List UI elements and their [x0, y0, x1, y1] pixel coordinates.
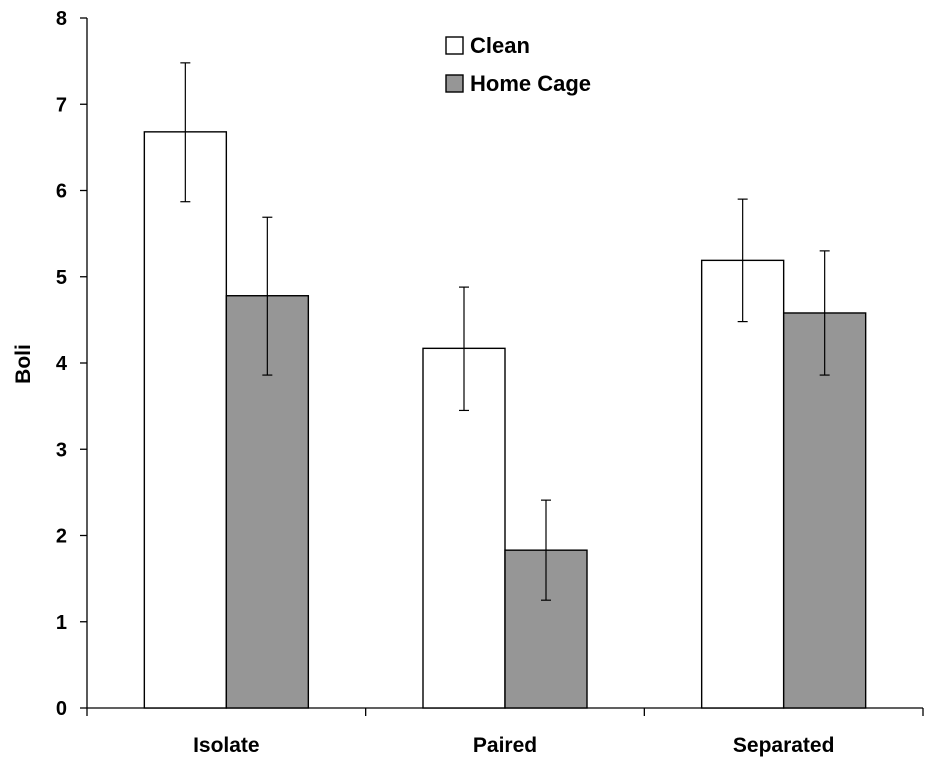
legend-swatch	[445, 74, 464, 93]
error-bar	[459, 286, 469, 412]
y-tick-label: 0	[56, 698, 67, 720]
x-tick-label: Separated	[733, 734, 835, 757]
error-bar	[262, 216, 273, 376]
bars	[143, 131, 867, 709]
error-bar	[819, 250, 830, 376]
x-axis-ticks: Isolate Paired Separated	[86, 708, 924, 757]
y-tick-label: 3	[56, 439, 67, 461]
y-axis-label: Boli	[12, 344, 35, 384]
x-tick-label: Paired	[473, 734, 537, 757]
y-tick-label: 4	[56, 353, 68, 375]
legend-item-clean: Clean	[445, 33, 530, 58]
legend-label: Clean	[470, 33, 530, 58]
x-tick-label: Isolate	[193, 734, 260, 757]
bar-clean-separated	[700, 259, 785, 709]
y-tick-label: 6	[56, 181, 67, 203]
y-tick-label: 8	[56, 8, 67, 30]
bar-clean-isolate	[143, 131, 228, 709]
error-bar	[737, 198, 748, 323]
bar-home-cage-separated	[782, 312, 867, 709]
y-tick-label: 2	[56, 526, 67, 548]
legend-item-home-cage: Home Cage	[445, 71, 591, 96]
y-axis-ticks: 0 1 2 3 4 5 6 7 8	[56, 8, 87, 720]
legend: Clean Home Cage	[445, 33, 591, 96]
error-bars	[180, 62, 830, 601]
legend-swatch	[445, 36, 464, 55]
y-tick-label: 5	[56, 267, 67, 289]
y-tick-label: 1	[56, 612, 67, 634]
legend-label: Home Cage	[470, 71, 591, 96]
error-bar	[541, 499, 551, 601]
error-bar	[180, 62, 191, 203]
y-tick-label: 7	[56, 94, 67, 116]
